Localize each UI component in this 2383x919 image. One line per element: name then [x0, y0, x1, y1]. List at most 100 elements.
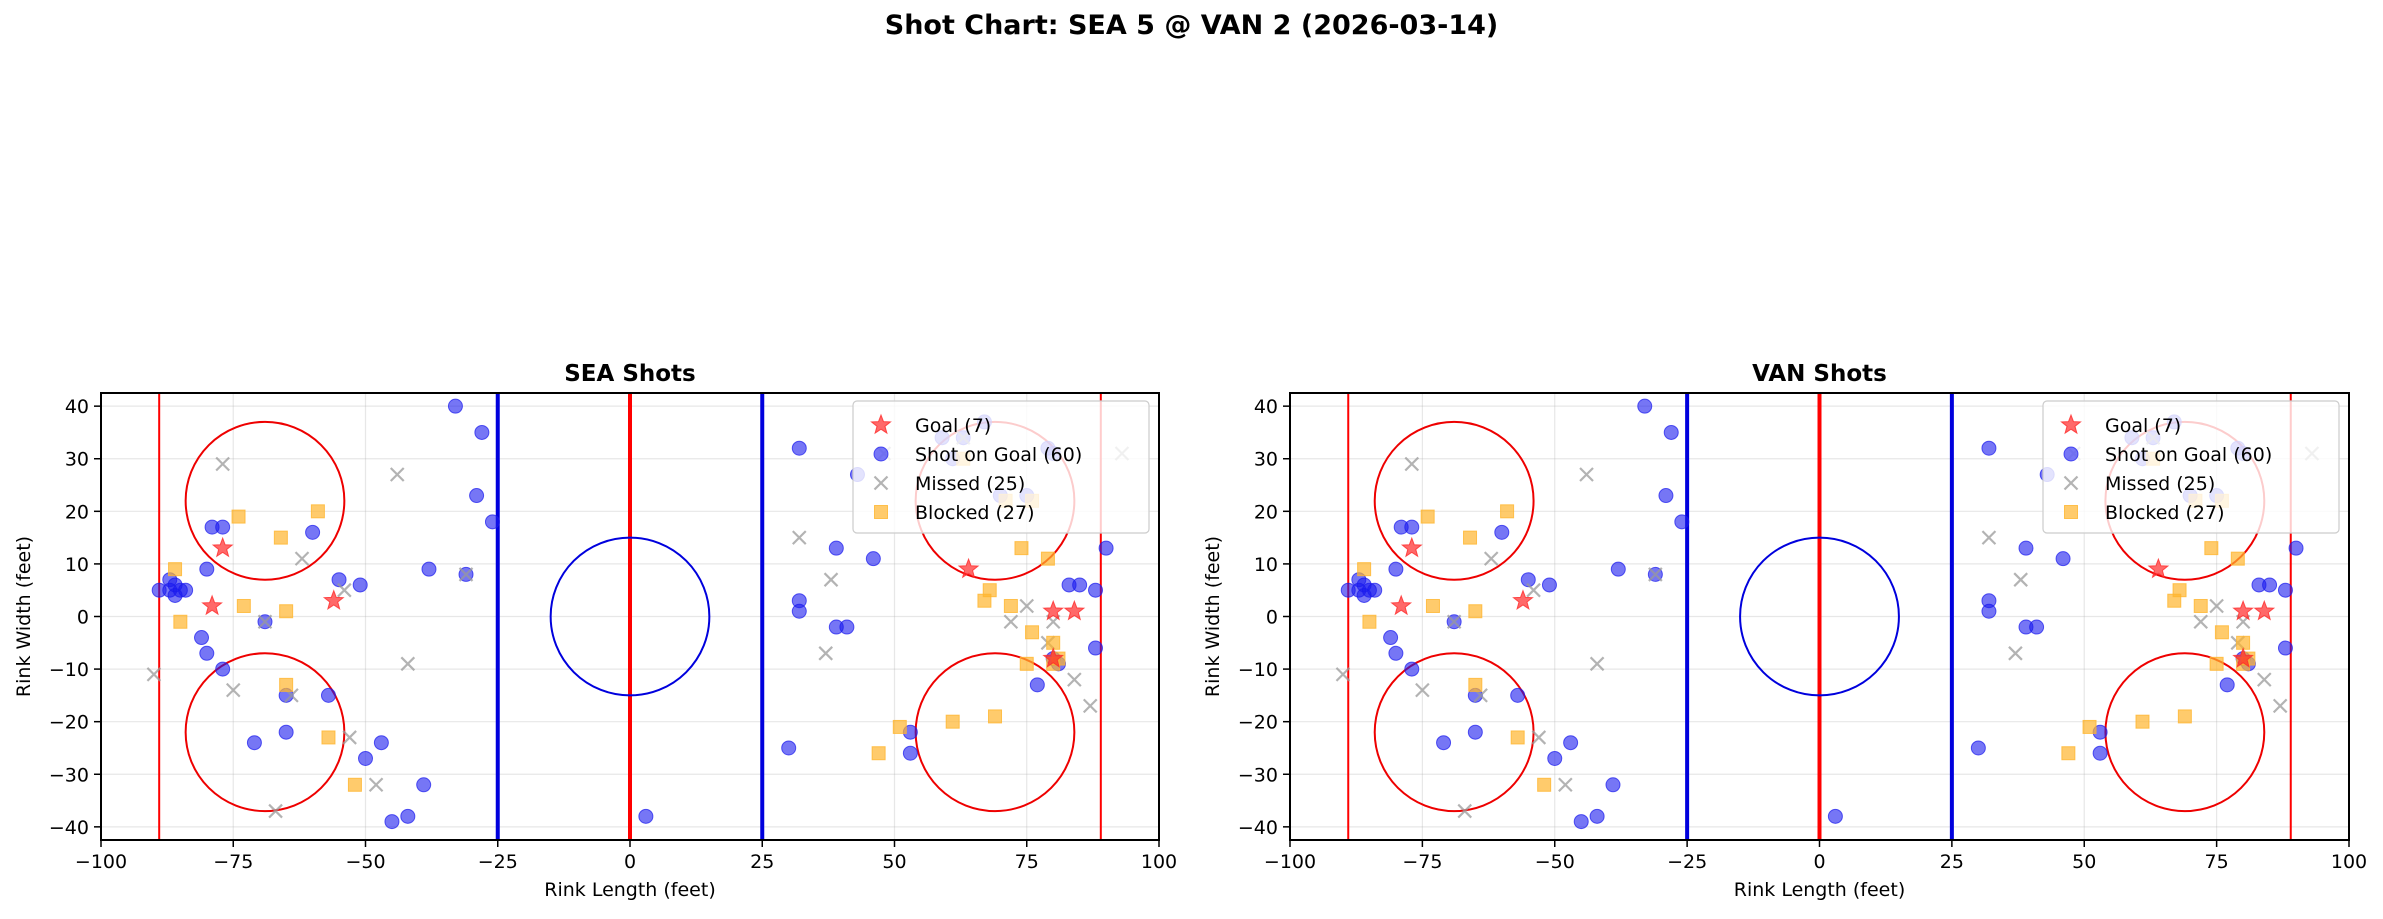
shot-point: [2029, 619, 2045, 635]
blocked-point: [1468, 604, 1483, 619]
missed-point: [1526, 582, 1541, 598]
blocked-point: [2214, 625, 2229, 640]
x-tick-label: 75: [2205, 851, 2229, 873]
shot-point: [2262, 577, 2278, 593]
shot-point: [199, 561, 215, 577]
x-tick-label: −50: [345, 851, 385, 873]
blocked-point: [1463, 530, 1478, 545]
x-tick-label: −25: [478, 851, 518, 873]
missed-point: [2209, 598, 2224, 614]
shot-point: [1510, 687, 1526, 703]
blocked-point: [1537, 777, 1552, 792]
shot-point: [373, 735, 389, 751]
goal-point: [2232, 599, 2254, 621]
shot-point: [1404, 519, 1420, 535]
y-tick-label: −10: [49, 659, 89, 681]
shot-point: [791, 603, 807, 619]
missed-point: [337, 582, 352, 598]
shot-point: [638, 808, 654, 824]
center-ice-circle: [549, 536, 711, 697]
x-tick-label: 75: [1015, 851, 1039, 873]
chart-title: VAN Shots: [1752, 361, 1887, 387]
shot-point: [1637, 398, 1653, 414]
x-tick-label: 0: [624, 851, 636, 873]
legend-label: Goal (7): [915, 415, 991, 437]
goal-point: [957, 557, 980, 579]
blocked-point: [236, 598, 251, 613]
shot-point: [384, 814, 400, 830]
missed-point: [458, 567, 474, 582]
shot-point: [246, 735, 262, 751]
y-tick-label: 20: [65, 501, 89, 523]
y-tick-label: 0: [1266, 607, 1278, 629]
blocked-point: [1003, 598, 1018, 613]
shot-point: [2092, 745, 2108, 761]
blocked-point: [1510, 730, 1525, 745]
shot-point: [1088, 582, 1104, 598]
shot-point: [1072, 577, 1088, 593]
legend-label: Missed (25): [915, 473, 1025, 495]
shot-point: [178, 582, 194, 598]
missed-point: [400, 656, 416, 672]
missed-point: [257, 614, 273, 630]
blocked-point: [1420, 509, 1435, 524]
blocked-point: [1468, 677, 1483, 692]
goal-point: [1390, 594, 1413, 616]
missed-point: [389, 467, 405, 482]
legend-label: Blocked (27): [2105, 502, 2225, 524]
missed-point: [1335, 667, 1351, 682]
shot-point: [215, 661, 231, 677]
goal-point: [2147, 557, 2170, 579]
shot-point: [1981, 603, 1997, 619]
shot-point: [1404, 661, 1420, 677]
goal-point: [1512, 589, 1534, 610]
shot-point: [902, 745, 918, 761]
shot-point: [447, 398, 463, 414]
shot-point: [2277, 582, 2293, 598]
chart-title: SEA Shots: [564, 361, 696, 387]
missed-point: [2013, 572, 2028, 587]
blocked-point: [1425, 598, 1440, 613]
y-tick-label: −40: [49, 817, 89, 839]
missed-point: [368, 777, 384, 793]
y-axis-label: Rink Width (feet): [13, 536, 35, 697]
shot-point: [484, 514, 500, 530]
shot-point: [1541, 577, 1557, 593]
x-tick-label: 50: [882, 851, 906, 873]
shot-point: [1674, 514, 1690, 530]
blocked-point: [2204, 541, 2219, 556]
legend-marker-goal-point: [2060, 413, 2082, 435]
blocked-point: [2172, 583, 2187, 598]
blocked-point: [173, 614, 188, 629]
legend-marker-shot-point: [873, 446, 889, 462]
center-ice-circle: [1739, 536, 1900, 697]
shot-point: [1388, 561, 1404, 577]
shot-point: [400, 808, 416, 824]
blocked-point: [945, 714, 960, 729]
goal-point: [211, 536, 234, 558]
shot-point: [791, 440, 807, 456]
y-tick-label: 30: [65, 449, 89, 471]
missed-point: [2272, 698, 2288, 714]
goal-point: [1063, 599, 1086, 621]
blocked-point: [871, 746, 886, 761]
missed-point: [215, 456, 230, 472]
legend-marker-blocked-point: [874, 505, 888, 519]
x-tick-label: 25: [750, 851, 774, 873]
blocked-point: [988, 709, 1003, 724]
shot-point: [865, 551, 881, 567]
shot-point: [2219, 677, 2235, 693]
shot-point: [416, 777, 432, 793]
y-tick-label: 10: [65, 554, 89, 576]
blocked-point: [168, 562, 183, 577]
y-tick-label: 10: [1254, 554, 1278, 576]
missed-point: [2257, 672, 2272, 687]
blocked-point: [982, 583, 997, 598]
goal-point: [2232, 647, 2254, 668]
y-tick-label: −40: [1238, 817, 1278, 839]
figure-title: Shot Chart: SEA 5 @ VAN 2 (2026-03-14): [884, 10, 1499, 41]
goal-point: [2253, 599, 2276, 621]
shot-point: [199, 645, 215, 661]
shot-point: [305, 524, 321, 540]
